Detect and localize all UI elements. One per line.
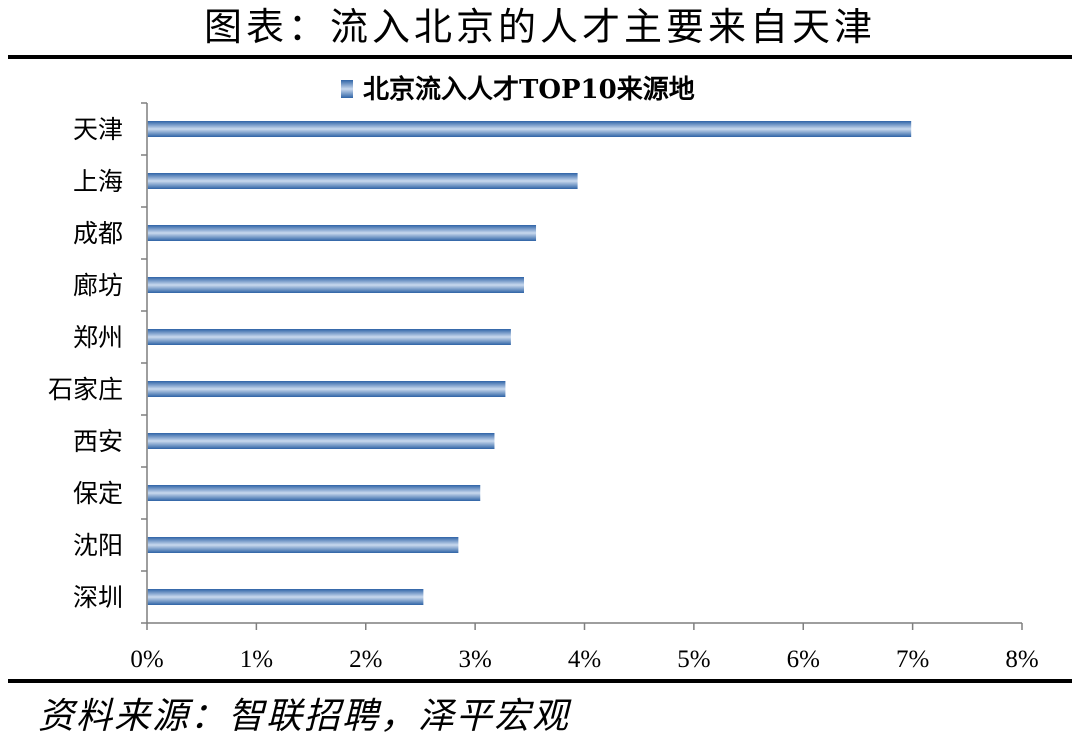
bar — [147, 329, 511, 345]
bar — [147, 433, 495, 449]
x-tick-label: 1% — [240, 646, 273, 673]
category-label: 石家庄 — [48, 375, 123, 404]
chart-legend: 北京流入人才TOP10来源地 — [341, 74, 695, 105]
bar — [147, 121, 912, 137]
legend-swatch — [341, 80, 353, 98]
category-label: 郑州 — [73, 323, 123, 352]
x-tick-label: 2% — [349, 646, 382, 673]
x-tick-label: 8% — [1005, 646, 1038, 673]
x-tick-label: 4% — [568, 646, 601, 673]
bar — [147, 485, 481, 501]
bar — [147, 537, 459, 553]
bar-chart: 北京流入人才TOP10来源地 0% 1% 2% 3% 4% 5% 6% 7% 8% 天津上海成都廊… — [48, 74, 1039, 673]
legend-label: 北京流入人才TOP10来源地 — [363, 74, 695, 105]
figure-title: 图表：流入北京的人才主要来自天津 — [203, 5, 876, 49]
x-tick-label: 6% — [787, 646, 820, 673]
bar — [147, 277, 524, 293]
bar — [147, 381, 506, 397]
x-tick-label: 5% — [677, 646, 710, 673]
category-label: 成都 — [73, 219, 123, 248]
x-tick-label: 0% — [130, 646, 163, 673]
bar — [147, 173, 578, 189]
category-label: 沈阳 — [73, 531, 123, 560]
category-label: 西安 — [73, 427, 123, 456]
category-label: 上海 — [73, 167, 123, 196]
top-rule — [8, 55, 1072, 59]
x-tick-label: 3% — [458, 646, 491, 673]
x-tick-label: 7% — [896, 646, 929, 673]
bar — [147, 589, 424, 605]
category-label: 廊坊 — [73, 271, 123, 300]
category-label: 天津 — [73, 115, 123, 144]
category-label: 保定 — [73, 479, 123, 508]
source-note: 资料来源：智联招聘，泽平宏观 — [38, 696, 571, 737]
bar — [147, 225, 537, 241]
bottom-rule — [8, 679, 1072, 683]
category-label: 深圳 — [73, 583, 123, 612]
